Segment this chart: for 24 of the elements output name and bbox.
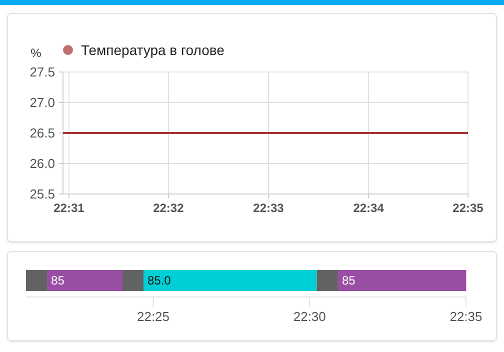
y-tick-label: 25.5 — [30, 186, 55, 202]
bar — [26, 270, 48, 291]
x-tick-label: 22:25 — [136, 309, 170, 324]
series-label: 85 — [51, 274, 65, 288]
y-tick-label: 26.5 — [30, 126, 55, 141]
y-axis-title: % — [30, 46, 42, 60]
x-tick-label: 22:34 — [353, 201, 384, 215]
x-tick-label: 22:35 — [452, 201, 484, 215]
y-tick-label: 27.5 — [30, 64, 55, 80]
y-tick-label: 27.0 — [30, 95, 55, 110]
bar — [122, 270, 144, 291]
series-label: 85 — [342, 274, 356, 288]
bar — [144, 270, 317, 291]
bar — [47, 270, 122, 291]
x-tick-label: 22:35 — [450, 309, 482, 324]
x-tick-label: 22:31 — [54, 201, 85, 215]
x-tick-label: 22:30 — [293, 309, 326, 324]
x-tick-label: 22:33 — [253, 201, 284, 215]
y-tick-label: 26.0 — [30, 156, 55, 172]
series-label: 85.0 — [148, 274, 172, 288]
legend-label: Температура в голове — [81, 42, 225, 58]
x-tick-label: 22:32 — [153, 201, 184, 215]
bar — [338, 270, 466, 291]
bar — [316, 270, 338, 291]
